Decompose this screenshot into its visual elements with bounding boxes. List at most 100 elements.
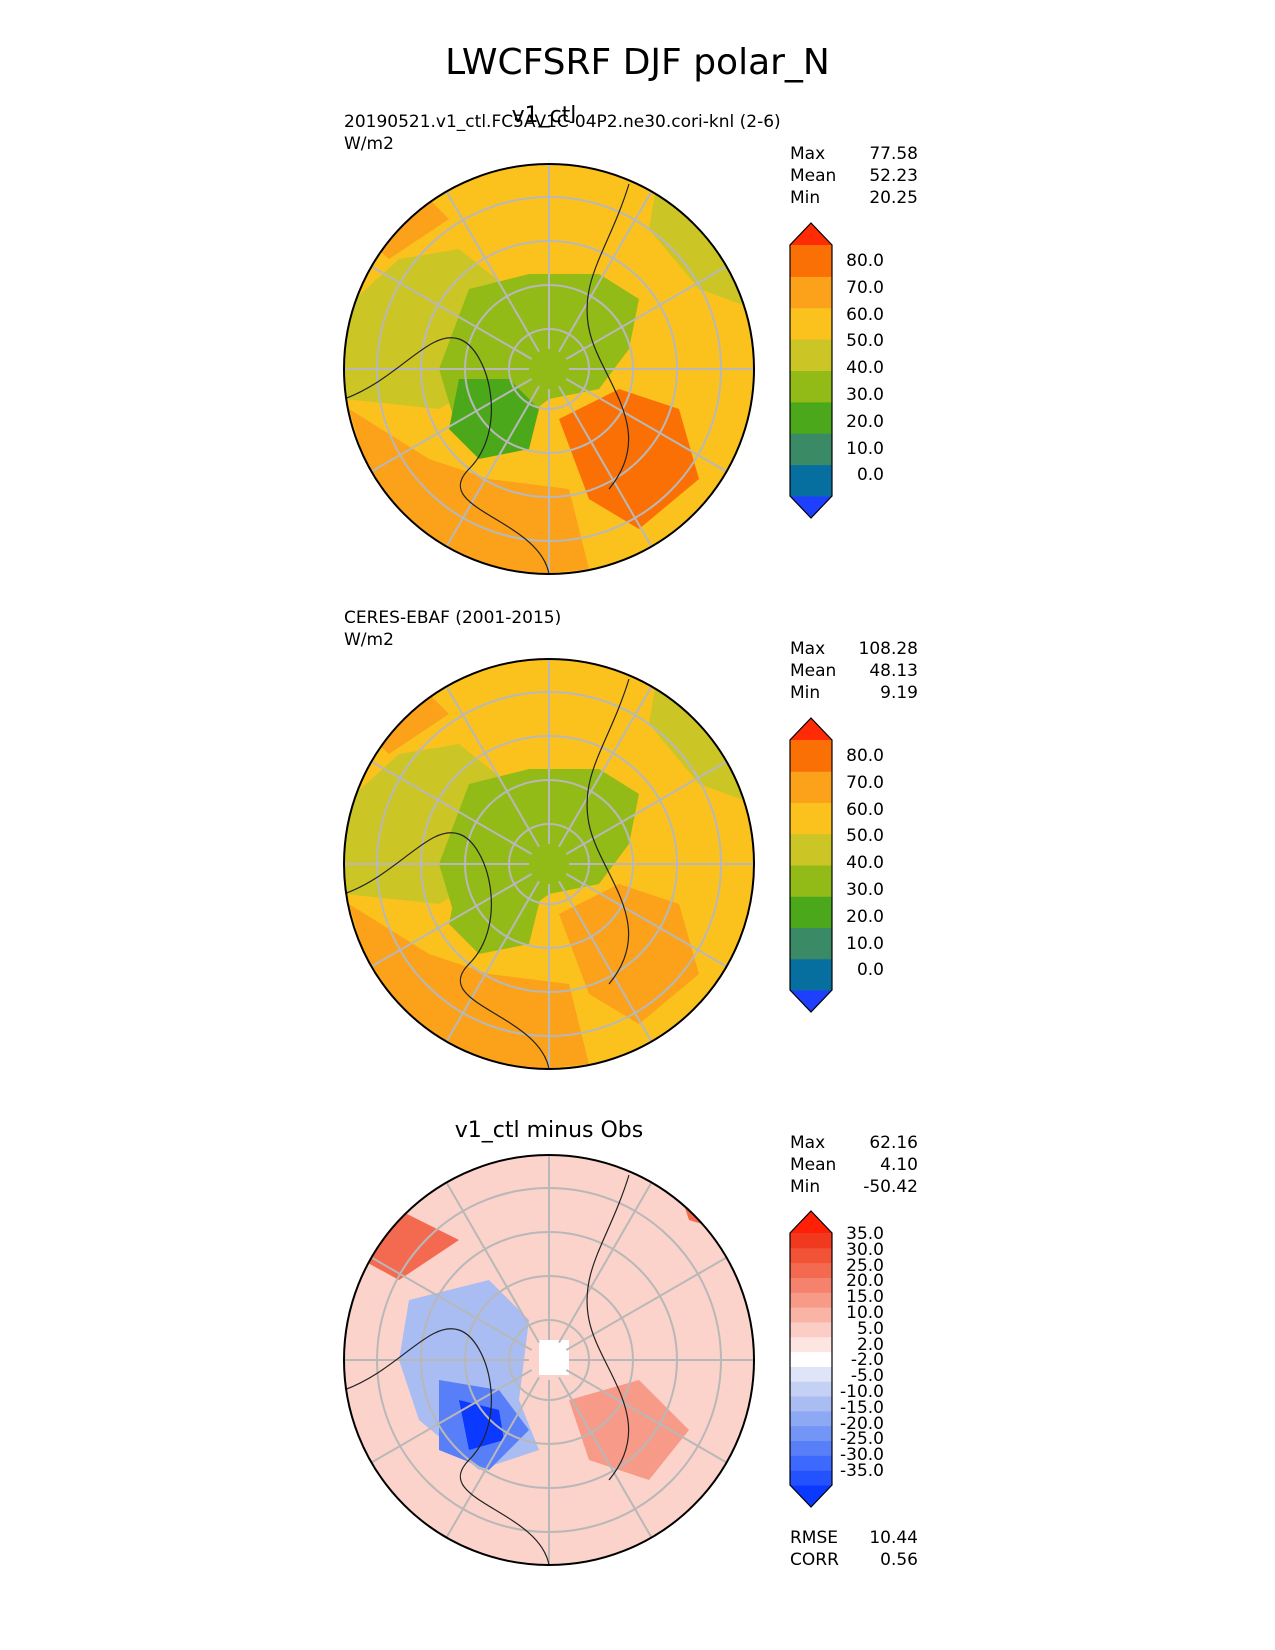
stat-mean: Mean 4.10: [790, 1155, 918, 1175]
meridian-line: [445, 1376, 540, 1539]
colorbar-tick-label: 80.0: [846, 251, 884, 271]
colorbar-tick-label: -10.0: [840, 1382, 884, 1402]
colorbar-tick-label: 20.0: [846, 906, 884, 927]
stat-max: Max 108.28: [790, 639, 918, 659]
colorbar-bin: [790, 1455, 832, 1471]
meridian-line: [558, 190, 653, 353]
panel-2-units: W/m2: [344, 630, 394, 650]
colorbar-bin: [790, 1366, 832, 1382]
meridian-line: [445, 1181, 540, 1344]
colorbar-tick-label: -15.0: [840, 1397, 884, 1418]
colorbar-extend-low: [790, 496, 832, 518]
colorbar-tick-label: -30.0: [840, 1445, 884, 1466]
meridian-line: [565, 873, 728, 968]
colorbar-tick-label: 30.0: [846, 1239, 884, 1260]
colorbar-bin: [790, 1396, 832, 1412]
panel-3-title: v1_ctl minus Obs: [454, 1118, 644, 1143]
field-region: [539, 1340, 569, 1375]
stat-max: Max 62.16: [790, 1133, 918, 1153]
map-boundary: [343, 163, 755, 575]
coastline: [344, 337, 550, 574]
colorbar-bin: [790, 865, 832, 897]
field-region: [349, 409, 589, 574]
panel-1-source: 20190521.v1_ctl.FC5AV1C-04P2.ne30.cori-k…: [344, 112, 781, 132]
colorbar-tick-label: -20.0: [840, 1413, 884, 1434]
colorbar-bin: [790, 1410, 832, 1427]
meridian-line: [558, 685, 653, 848]
colorbar-tick-label: 10.0: [846, 438, 884, 459]
colorbar-tick-label: 0.0: [856, 960, 884, 981]
figure-title: LWCFSRF DJF polar_N: [445, 42, 830, 83]
colorbar-tick-label: 10.0: [846, 1303, 884, 1323]
colorbar-bin: [790, 245, 832, 277]
panel-3-map: [344, 1155, 754, 1565]
colorbar-tick-label: 15.0: [846, 1287, 884, 1308]
coastline: [586, 1174, 630, 1481]
colorbar-tick-label: -25.0: [840, 1429, 884, 1450]
colorbar-tick-label: 70.0: [846, 277, 884, 298]
colorbar-tick-label: 5.0: [856, 1318, 884, 1339]
colorbar-tick-label: 70.0: [846, 772, 884, 793]
colorbar-bin: [790, 927, 832, 960]
colorbar-bin: [790, 1292, 832, 1308]
colorbar-tick-label: 20.0: [846, 1271, 884, 1292]
colorbar-bin: [790, 307, 832, 340]
stat-mean: Mean 52.23: [790, 166, 918, 186]
colorbar-bin: [790, 1351, 832, 1367]
colorbar-bin: [790, 1247, 832, 1264]
colorbar-tick-label: -2.0: [850, 1350, 884, 1371]
panel-2-source: CERES-EBAF (2001-2015): [344, 608, 562, 628]
stat-min: Min 9.19: [790, 683, 918, 703]
colorbar-bin: [790, 1440, 832, 1456]
meridian-line: [445, 685, 540, 848]
colorbar-tick-label: 20.0: [846, 411, 884, 432]
colorbar-bin: [790, 339, 832, 371]
meridian-line: [445, 880, 540, 1043]
meridian-line: [445, 385, 540, 548]
colorbar-tick-label: 80.0: [846, 746, 884, 766]
colorbar-bin: [790, 771, 832, 803]
colorbar-bin: [790, 401, 832, 434]
colorbar-outline: [789, 222, 833, 519]
colorbar-tick-label: 35.0: [846, 1224, 884, 1244]
colorbar-bin: [790, 1321, 832, 1338]
colorbar-bin: [790, 833, 832, 866]
meridian-line: [370, 1369, 533, 1464]
panel-3-metrics: RMSE 10.44 CORR 0.56: [790, 1527, 918, 1571]
colorbar-tick-label: 30.0: [846, 385, 884, 405]
colorbar-bin: [790, 370, 832, 403]
coastline: [586, 183, 630, 490]
field-region: [459, 1400, 504, 1450]
meridian-line: [370, 1256, 533, 1351]
colorbar-extend-high: [790, 718, 832, 740]
colorbar-bin: [790, 276, 832, 309]
colorbar-tick-label: -35.0: [840, 1461, 884, 1481]
coastline: [586, 678, 630, 985]
panel-1-units: W/m2: [344, 134, 394, 154]
panel-1-stats: Max 77.58 Mean 52.23 Min 20.25: [790, 143, 918, 209]
coastline: [344, 832, 550, 1069]
colorbar-1: [789, 222, 833, 519]
colorbar-outline: [789, 1210, 833, 1508]
colorbar-bin: [790, 1425, 832, 1442]
colorbar-extend-high: [790, 1211, 832, 1233]
colorbar-3: [789, 1210, 833, 1508]
coastline: [344, 1328, 550, 1565]
panel-1-map: [344, 164, 754, 574]
colorbar-bin: [790, 1262, 832, 1278]
colorbar-tick-label: 25.0: [846, 1255, 884, 1276]
meridian-line: [445, 190, 540, 353]
meridian-line: [558, 880, 653, 1043]
meridian-line: [370, 873, 533, 968]
field-region: [349, 904, 589, 1069]
colorbar-bin: [790, 1277, 832, 1293]
meridian-line: [370, 265, 533, 360]
meridian-line: [558, 385, 653, 548]
colorbar-extend-low: [790, 1485, 832, 1507]
colorbar-tick-label: 60.0: [846, 799, 884, 820]
meridian-line: [370, 378, 533, 473]
panel-2-map: [344, 659, 754, 1069]
panel-1-title: v1_ctl: [511, 103, 577, 128]
colorbar-bin: [790, 1336, 832, 1353]
